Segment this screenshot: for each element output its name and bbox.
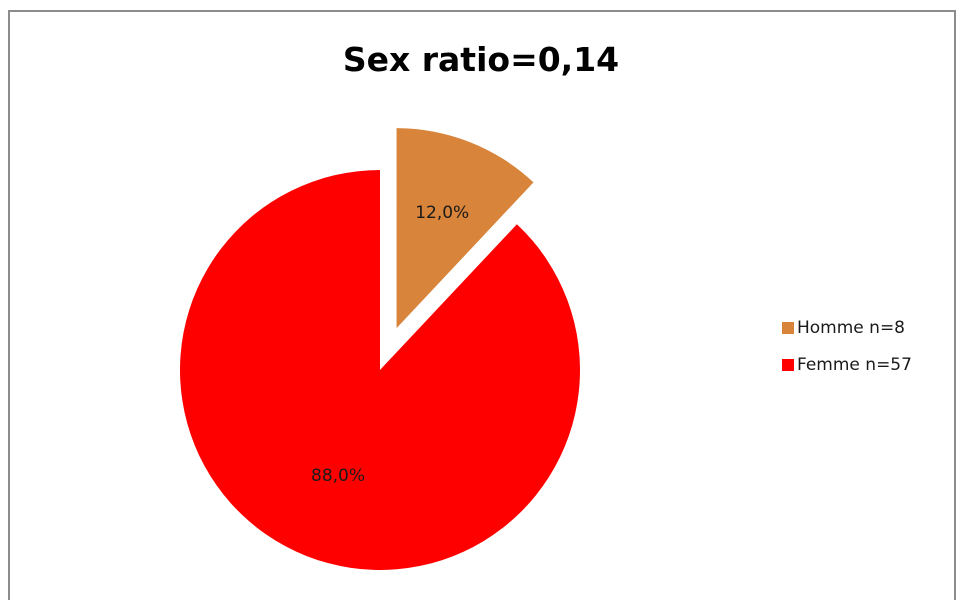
legend-swatch-homme (782, 322, 794, 334)
legend-item-femme: Femme n=57 (782, 351, 912, 379)
legend-swatch-femme (782, 359, 794, 371)
legend-item-homme: Homme n=8 (782, 314, 912, 342)
data-label-homme: 12,0% (415, 203, 469, 223)
data-label-femme: 88,0% (311, 466, 365, 486)
legend: Homme n=8 Femme n=57 (782, 314, 912, 388)
chart-title: Sex ratio=0,14 (342, 40, 620, 79)
legend-label-homme: Homme n=8 (797, 318, 906, 338)
pie-slices (180, 128, 581, 570)
pie-data-labels: 12,0% 88,0% (311, 203, 469, 486)
pie-slice-homme (396, 128, 534, 329)
pie-slice-femme (180, 170, 581, 570)
legend-label-femme: Femme n=57 (797, 355, 912, 375)
